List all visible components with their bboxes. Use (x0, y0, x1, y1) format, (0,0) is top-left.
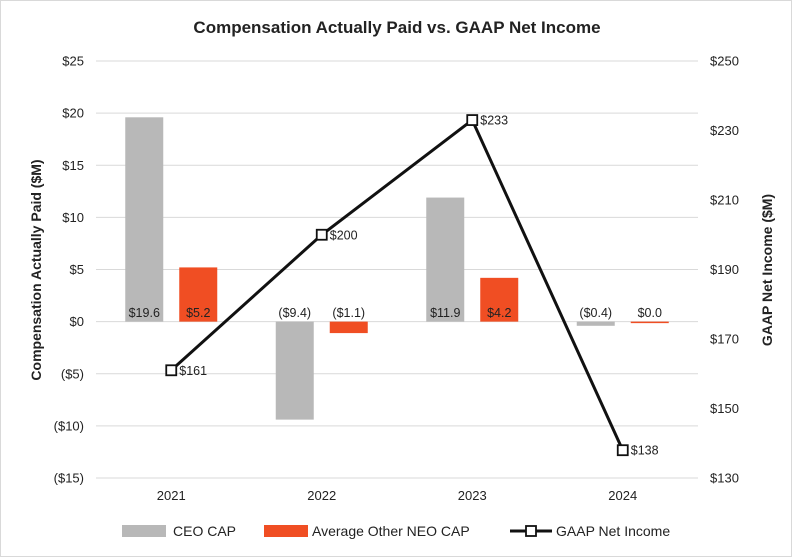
line-series (165, 114, 629, 457)
left-tick-label: ($15) (54, 471, 84, 486)
legend-label-neo: Average Other NEO CAP (312, 523, 470, 539)
left-tick-label: $10 (62, 210, 84, 225)
neo-cap-bar (480, 277, 519, 322)
data-labels: $19.6 ($9.4) $11.9 ($0.4) $5.2 ($1.1) $4.2 $0.0… (129, 114, 662, 458)
net-income-line (170, 117, 625, 451)
left-tick-label: $15 (62, 158, 84, 173)
bar-data-label: ($9.4) (278, 306, 311, 320)
right-tick-label: $170 (710, 332, 739, 347)
right-tick-label: $230 (710, 123, 739, 138)
left-tick-label: ($5) (61, 366, 84, 381)
left-tick-label: $5 (70, 262, 84, 277)
x-tick-label: 2023 (458, 488, 487, 503)
x-tick-label: 2021 (157, 488, 186, 503)
right-tick-label: $210 (710, 193, 739, 208)
legend-swatch-neo (264, 525, 308, 537)
neo-cap-bar (630, 321, 669, 324)
bar-series (125, 117, 669, 420)
net-income-marker (616, 444, 629, 457)
left-axis-ticks: $25 $20 $15 $10 $5 $0 ($5) ($10) ($15) (54, 54, 84, 486)
right-tick-label: $250 (710, 54, 739, 69)
left-tick-label: $0 (70, 314, 84, 329)
line-data-label: $161 (179, 364, 207, 378)
net-income-marker (466, 114, 479, 126)
ceo-cap-bar (426, 197, 465, 322)
left-tick-label: $20 (62, 106, 84, 121)
right-tick-label: $130 (710, 471, 739, 486)
chart-title: Compensation Actually Paid vs. GAAP Net … (193, 18, 600, 37)
legend-label-ceo: CEO CAP (173, 523, 236, 539)
bar-data-label: ($0.4) (579, 306, 612, 320)
bar-data-label: $5.2 (186, 306, 210, 320)
right-tick-label: $150 (710, 401, 739, 416)
bar-data-label: $0.0 (638, 306, 662, 320)
line-data-label: $233 (480, 114, 508, 128)
bar-data-label: $19.6 (129, 306, 160, 320)
line-data-label: $138 (631, 444, 659, 458)
right-axis-ticks: $250 $230 $210 $190 $170 $150 $130 (710, 54, 739, 486)
bar-data-label: ($1.1) (332, 306, 365, 320)
net-income-marker (315, 228, 328, 241)
ceo-cap-bar (576, 321, 615, 326)
left-axis-title: Compensation Actually Paid ($M) (28, 159, 44, 380)
left-tick-label: $25 (62, 54, 84, 69)
line-data-label: $200 (330, 228, 358, 242)
x-axis-ticks: 2021 2022 2023 2024 (157, 488, 637, 503)
left-tick-label: ($10) (54, 418, 84, 433)
x-tick-label: 2024 (608, 488, 637, 503)
net-income-marker (165, 364, 178, 377)
bar-data-label: $4.2 (487, 306, 511, 320)
neo-cap-bar (329, 321, 368, 334)
legend: CEO CAP Average Other NEO CAP GAAP Net Inc… (122, 523, 670, 539)
ceo-cap-bar (275, 321, 314, 420)
ceo-cap-bar (125, 117, 164, 322)
neo-cap-bar (179, 267, 218, 322)
legend-swatch-ceo (122, 525, 166, 537)
bar-data-label: $11.9 (430, 306, 460, 320)
x-tick-label: 2022 (307, 488, 336, 503)
legend-label-net-income: GAAP Net Income (556, 523, 670, 539)
right-tick-label: $190 (710, 262, 739, 277)
legend-marker-net-income (525, 525, 537, 537)
right-axis-title: GAAP Net Income ($M) (759, 194, 775, 346)
